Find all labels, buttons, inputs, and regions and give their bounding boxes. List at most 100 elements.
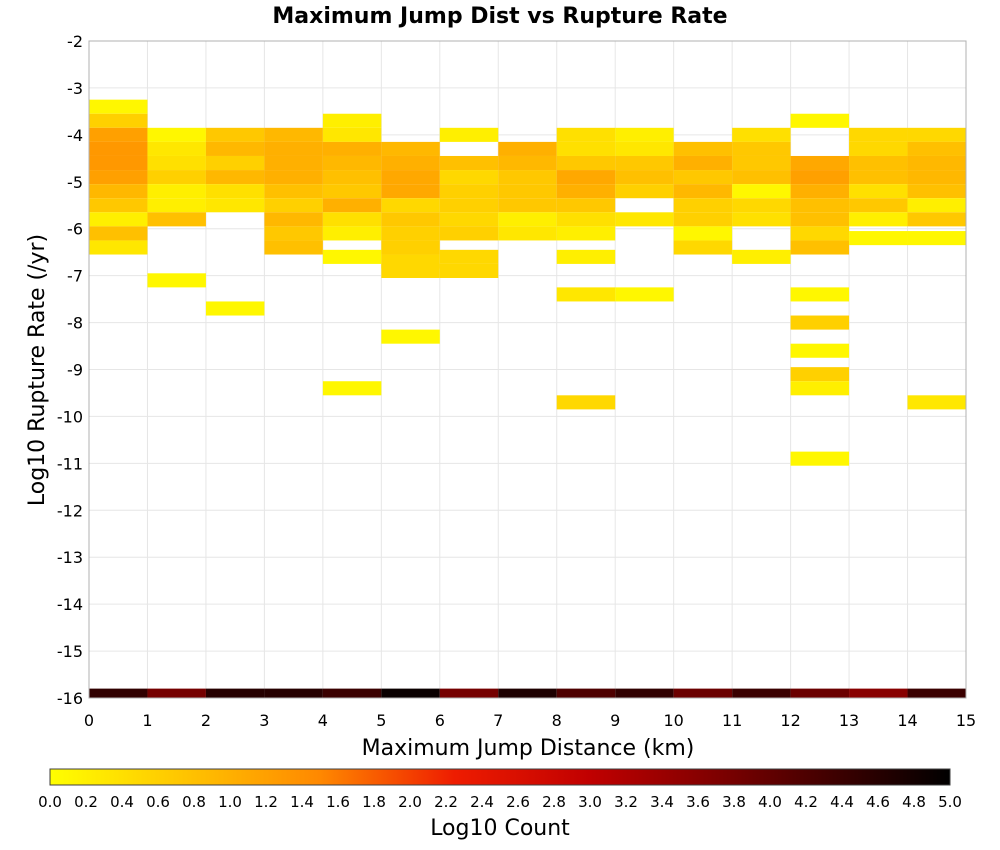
colorbar-tick-label: 4.0 [758, 793, 782, 811]
x-tick-label: 4 [318, 711, 328, 730]
y-tick-label: -7 [67, 267, 83, 286]
heatmap-cell [732, 155, 791, 171]
x-tick-label: 7 [493, 711, 503, 730]
y-tick-label: -6 [67, 220, 83, 239]
heatmap-cell [790, 226, 850, 241]
heatmap-cell [615, 212, 674, 227]
y-tick-label: -16 [57, 689, 83, 708]
heatmap-cell [264, 198, 323, 213]
colorbar-tick-label: 0.8 [182, 793, 206, 811]
heatmap-cell [615, 155, 674, 171]
heatmap-cell [790, 198, 850, 213]
heatmap-cell [439, 212, 499, 227]
y-tick-label: -4 [67, 126, 83, 145]
heatmap-cell [790, 315, 850, 330]
heatmap-cell [89, 113, 148, 128]
heatmap-cell [264, 226, 323, 241]
heatmap-cell [615, 287, 674, 302]
y-tick-label: -11 [57, 454, 83, 473]
heatmap-cell [264, 170, 323, 185]
heatmap-cell [556, 141, 616, 156]
heatmap-cell [907, 198, 966, 213]
heatmap-cell [498, 141, 557, 156]
heatmap-cell [732, 688, 791, 698]
heatmap-cell [205, 184, 265, 199]
heatmap-cell [322, 141, 382, 156]
heatmap-cell [322, 155, 382, 171]
heatmap-cells [89, 99, 966, 698]
heatmap-cell [381, 155, 440, 171]
heatmap-cell [790, 343, 850, 358]
colorbar-tick-label: 4.6 [866, 793, 890, 811]
heatmap-cell [673, 240, 733, 255]
colorbar-tick-label: 2.8 [542, 793, 566, 811]
x-tick-label: 9 [610, 711, 620, 730]
x-tick-label: 13 [839, 711, 859, 730]
y-tick-label: -13 [57, 548, 83, 567]
heatmap-cell [147, 198, 206, 213]
colorbar-tick-label: 1.8 [362, 793, 386, 811]
heatmap-cell [556, 395, 616, 410]
heatmap-cell [439, 155, 499, 171]
heatmap-cell [790, 367, 850, 382]
heatmap-cell [205, 141, 265, 156]
heatmap-cell [322, 170, 382, 185]
plot-frame [88, 40, 967, 699]
heatmap-cell [89, 212, 148, 227]
heatmap-cell [322, 113, 382, 128]
y-tick-label: -15 [57, 642, 83, 661]
heatmap-cell [322, 688, 382, 698]
heatmap-cell [673, 226, 733, 241]
heatmap-cell [381, 226, 440, 241]
y-tick-label: -14 [57, 595, 83, 614]
colorbar-tick-label: 1.6 [326, 793, 350, 811]
heatmap-cell [205, 127, 265, 142]
colorbar-tick-label: 3.4 [650, 793, 674, 811]
heatmap-cell [732, 184, 791, 199]
heatmap-cell [673, 155, 733, 171]
heatmap-cell [498, 688, 557, 698]
chart-title: Maximum Jump Dist vs Rupture Rate [272, 4, 727, 29]
heatmap-cell [147, 184, 206, 199]
heatmap-cell [790, 212, 850, 227]
heatmap-cell [673, 198, 733, 213]
colorbar-tick-label: 3.8 [722, 793, 746, 811]
heatmap-cell [381, 263, 440, 278]
x-tick-label: 1 [142, 711, 152, 730]
heatmap-cell [205, 301, 265, 316]
heatmap-cell [556, 226, 616, 241]
x-tick-label: 8 [552, 711, 562, 730]
colorbar-tick-label: 2.6 [506, 793, 530, 811]
heatmap-cell [615, 170, 674, 185]
heatmap-cell [907, 395, 966, 410]
heatmap-cell [147, 127, 206, 142]
heatmap-cell [381, 170, 440, 185]
colorbar-tick-label: 3.6 [686, 793, 710, 811]
heatmap-cell [498, 198, 557, 213]
y-tick-label: -5 [67, 173, 83, 192]
heatmap-cell [615, 688, 674, 698]
heatmap-cell [498, 184, 557, 199]
y-axis-label: Log10 Rupture Rate (/yr) [25, 234, 50, 506]
heatmap-cell [556, 212, 616, 227]
heatmap-cell [498, 226, 557, 241]
heatmap-cell [322, 226, 382, 241]
colorbar-tick-label: 3.0 [578, 793, 602, 811]
heatmap-cell [907, 688, 966, 698]
colorbar-tick-label: 2.4 [470, 793, 494, 811]
heatmap-cell [147, 688, 206, 698]
colorbar-label: Log10 Count [430, 816, 570, 841]
heatmap-cell [673, 688, 733, 698]
x-tick-label: 6 [435, 711, 445, 730]
heatmap-cell [264, 212, 323, 227]
heatmap-cell [264, 184, 323, 199]
heatmap-cell [907, 170, 966, 185]
heatmap-cell [498, 212, 557, 227]
heatmap-cell [439, 184, 499, 199]
colorbar-tick-label: 0.2 [74, 793, 98, 811]
heatmap-cell [732, 170, 791, 185]
heatmap-cell [147, 273, 206, 288]
heatmap-cell [498, 170, 557, 185]
heatmap-cell [732, 141, 791, 156]
heatmap-cell [556, 198, 616, 213]
